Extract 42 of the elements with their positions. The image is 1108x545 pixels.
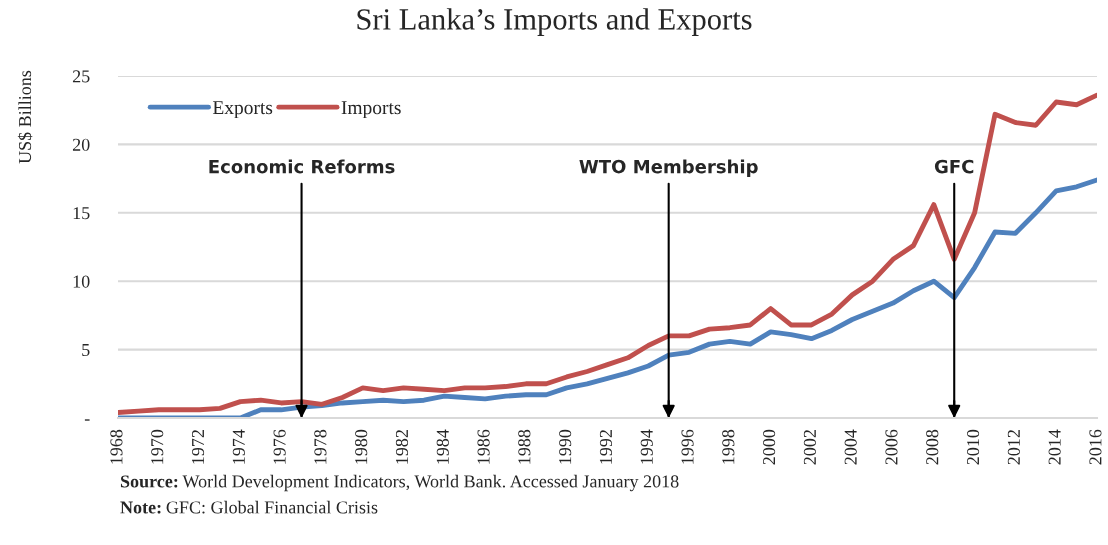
x-tick-label: 2008 [926, 429, 939, 465]
x-tick-label: 2006 [885, 429, 898, 465]
x-tick-label: 1970 [151, 429, 164, 464]
x-tick-label: 1974 [232, 429, 245, 464]
x-tick-label: 2016 [1089, 429, 1102, 465]
y-tick-label: 15 [73, 207, 90, 220]
ref-line-label: Economic Reforms [209, 159, 395, 174]
x-tick-label: 2002 [803, 430, 816, 465]
x-tick-label: 1984 [436, 429, 449, 464]
x-tick-label: 1992 [599, 430, 613, 464]
line-series [118, 92, 1097, 415]
text: Note: GFC: Global Financial Crisis [120, 500, 378, 514]
y-tick-label: - [84, 419, 90, 421]
legend-label: Exports [212, 101, 273, 119]
x-tick-label: 1978 [314, 429, 327, 464]
x-tick-label: 1996 [681, 429, 694, 464]
legend-label: Imports [341, 101, 401, 119]
y-axis-title: US$ Billions [17, 70, 33, 164]
x-tick-label: 2010 [966, 429, 980, 465]
line-series [118, 177, 1097, 418]
y-tick-label: 25 [72, 70, 90, 83]
x-tick-label: 2000 [763, 429, 776, 465]
x-tick-label: 1972 [191, 430, 205, 464]
ref-line-label: GFC [934, 159, 974, 174]
y-tick-label: 20 [72, 138, 90, 151]
source-note: Source: World Development Indicators, World Bank. Accessed January 2018 [120, 474, 679, 492]
x-tick-label: 1990 [559, 429, 572, 464]
x-tick-label: 1986 [477, 429, 490, 464]
x-tick-label: 2004 [844, 429, 857, 465]
x-tick-label: 1998 [722, 429, 735, 464]
x-tick-label: 2014 [1048, 429, 1061, 465]
x-tick-label: 1976 [273, 429, 286, 464]
x-tick-label: 1968 [110, 429, 123, 464]
ref-line-label: WTO Membership [579, 159, 758, 177]
x-tick-label: 1994 [640, 429, 653, 464]
chart-title: Sri Lanka’s Imports and Exports [357, 8, 752, 36]
x-tick-label: 1982 [395, 430, 409, 464]
x-tick-label: 2012 [1007, 430, 1020, 465]
x-tick-label: 1988 [518, 429, 531, 464]
y-tick-label: 5 [82, 344, 90, 357]
x-tick-label: 1980 [355, 429, 368, 464]
y-tick-label: 10 [73, 275, 90, 288]
